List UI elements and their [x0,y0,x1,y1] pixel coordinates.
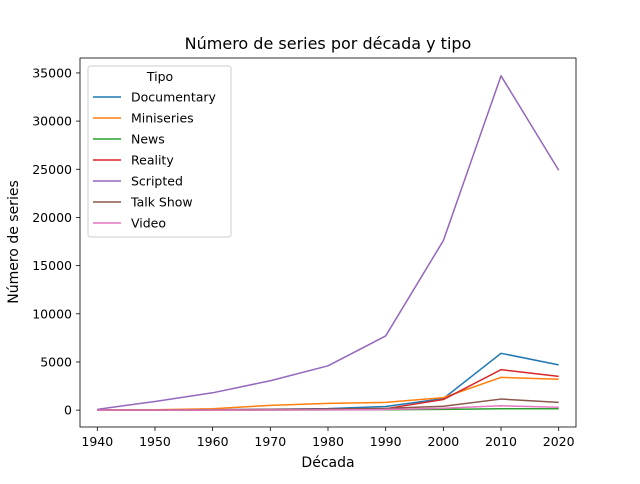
x-tick-label: 1960 [197,434,229,449]
legend-label: News [131,132,165,147]
legend-label: Video [131,216,166,231]
y-tick-label: 10000 [32,306,72,321]
axes-layer: 1940 1950 1960 1970 1980 1990 2000 2010 2020 0 500… [32,57,577,449]
x-axis-label: Década [301,455,354,471]
y-tick-label: 5000 [40,354,72,369]
x-tick-label: 1980 [312,434,344,449]
y-axis-label: Número de series [6,180,22,303]
x-tick-label: 1940 [81,434,113,449]
legend-box [87,65,232,238]
series-line-scripted [97,75,560,411]
y-tick-label: 15000 [32,258,72,273]
legend-label: Talk Show [130,195,193,210]
y-tick-label: 30000 [32,114,72,129]
x-tick-label: 2020 [543,434,575,449]
y-tick-label: 35000 [32,65,72,80]
x-tick-label: 1990 [370,434,402,449]
x-tick-label: 2000 [427,434,459,449]
legend-label: Documentary [131,90,217,105]
x-tick-label: 1970 [254,434,286,449]
legend-title: Tipo [146,69,173,84]
legend-label: Miniseries [131,111,194,126]
legend: Tipo Documentary Miniseries News Reality Scri… [87,65,232,238]
y-tick-label: 20000 [32,210,72,225]
legend-label: Scripted [131,174,183,189]
series-line-video [97,405,559,411]
x-tick-label: 2010 [485,434,517,449]
legend-label: Reality [131,153,174,168]
x-tick-label: 1950 [139,434,171,449]
y-tick-label: 0 [64,403,72,418]
chart-title: Número de series por década y tipo [185,34,472,53]
y-tick-label: 25000 [32,162,72,177]
series-layer [97,75,560,411]
